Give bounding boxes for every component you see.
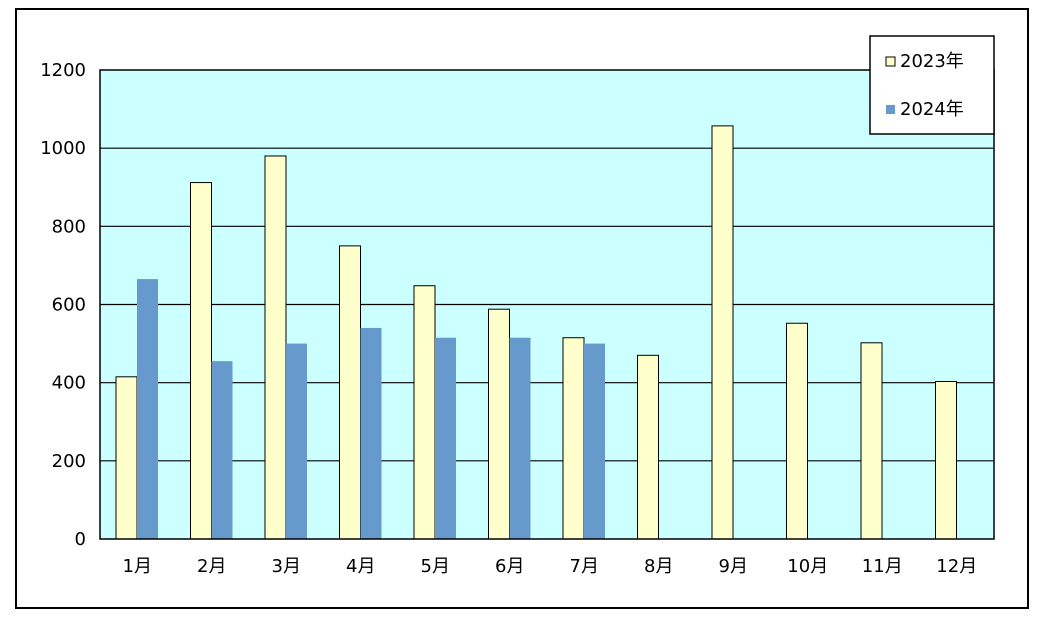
x-tick-label: 2月 (197, 556, 226, 577)
y-tick-label: 0 (75, 529, 86, 550)
legend: 2023年 2024年 (869, 35, 995, 135)
x-tick-label: 12月 (936, 556, 977, 577)
bar-2023年-10月 (786, 322, 808, 540)
bar-2024年-4月 (360, 327, 382, 539)
bar-2023年-3月 (264, 155, 287, 540)
y-axis-ticks: 0 200 400 600 800 1000 1200 (40, 60, 86, 550)
gridlines (100, 147, 994, 462)
bar-2024年-7月 (584, 343, 605, 539)
bar-2024年-5月 (435, 337, 456, 539)
bar-2023年-8月 (637, 354, 659, 540)
y-tick-label: 1000 (40, 138, 86, 159)
legend-label-2023: 2023年 (900, 51, 964, 72)
x-tick-label: 1月 (123, 556, 152, 577)
bar-2023年-11月 (860, 342, 883, 540)
bar-2024年-3月 (286, 343, 307, 539)
legend-swatch-2024 (886, 105, 895, 114)
x-tick-label: 9月 (719, 556, 748, 577)
bar-2024年-6月 (509, 337, 531, 539)
x-tick-label: 6月 (495, 556, 524, 577)
y-tick-label: 400 (52, 373, 86, 394)
x-tick-label: 3月 (272, 556, 301, 577)
legend-label-2024: 2024年 (900, 99, 964, 120)
bar-2023年-6月 (488, 308, 510, 540)
bar-2023年-2月 (190, 182, 212, 540)
plot-border (99, 69, 995, 540)
x-tick-label: 11月 (862, 556, 903, 577)
legend-swatch-2023 (885, 56, 896, 67)
bar-2023年-5月 (413, 285, 436, 540)
x-tick-label: 4月 (346, 556, 375, 577)
bars (115, 125, 957, 540)
y-tick-label: 1200 (40, 60, 86, 81)
y-tick-label: 200 (52, 451, 86, 472)
x-tick-label: 5月 (421, 556, 450, 577)
bar-2023年-4月 (339, 245, 361, 540)
bar-2024年-2月 (211, 361, 233, 539)
bar-2023年-12月 (935, 380, 957, 540)
x-axis-ticks: 1月 2月 3月 4月 5月 6月 7月 8月 9月 10月 11月 12月 (123, 556, 978, 577)
bar-2023年-7月 (562, 337, 585, 540)
y-tick-label: 800 (52, 216, 86, 237)
x-tick-label: 8月 (644, 556, 673, 577)
legend-box (869, 35, 995, 135)
y-tick-label: 600 (52, 295, 86, 316)
x-tick-label: 7月 (570, 556, 599, 577)
bar-2023年-1月 (115, 376, 138, 540)
bar-2023年-9月 (711, 125, 734, 540)
bar-2024年-1月 (137, 279, 158, 539)
x-tick-label: 10月 (787, 556, 828, 577)
